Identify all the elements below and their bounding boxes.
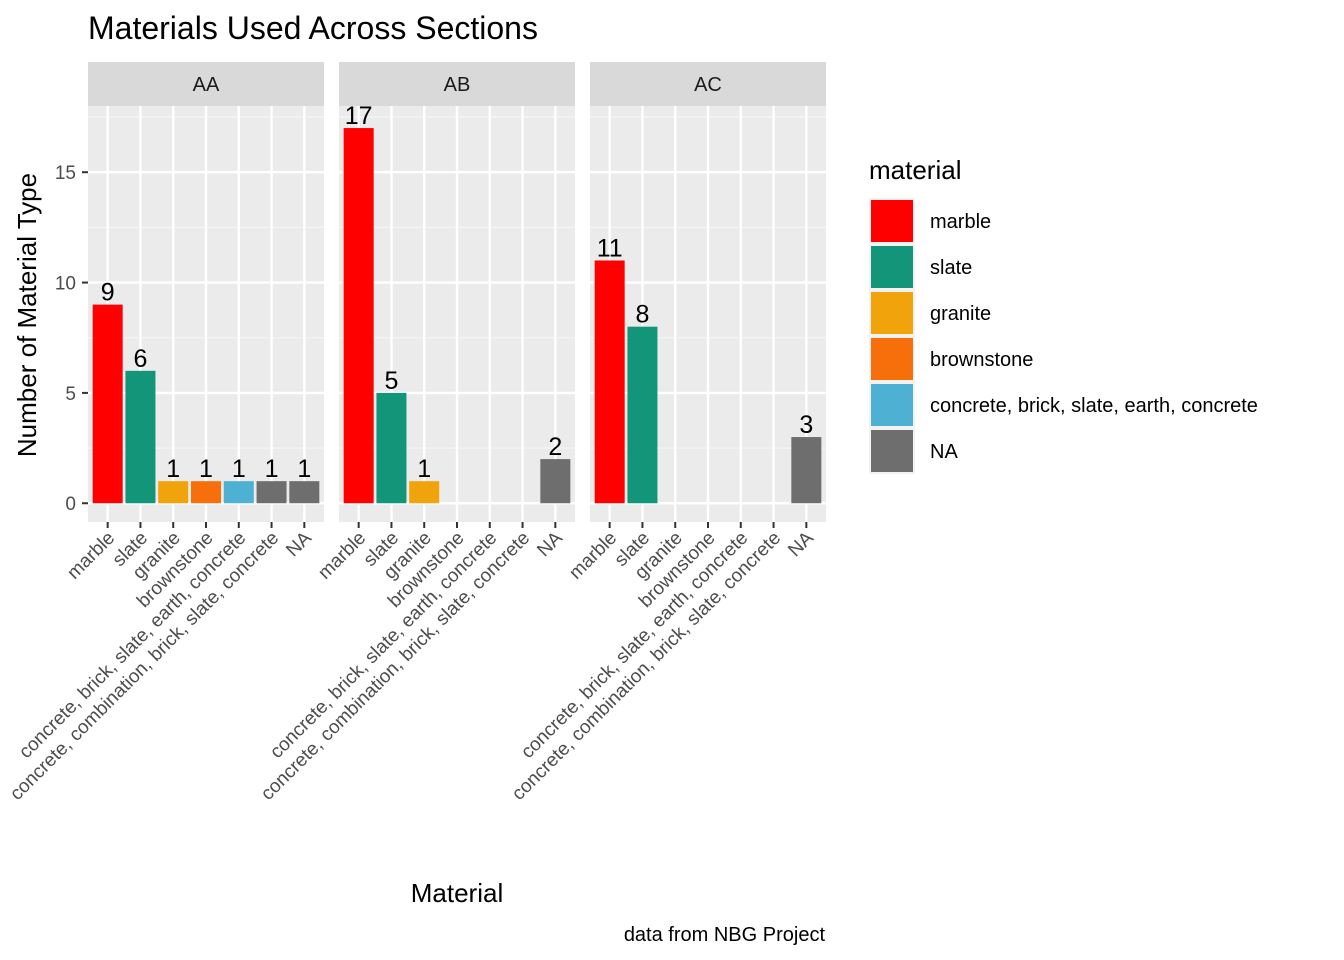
- bar-AA-concrete-combination-brick-slate-concrete: [256, 481, 287, 504]
- legend-entry-label: granite: [930, 303, 991, 325]
- x-tick-label: NA: [784, 527, 818, 561]
- legend-entry-label: NA: [930, 441, 958, 463]
- bar-value-label: 5: [384, 367, 398, 395]
- bar-value-label: 1: [199, 455, 213, 483]
- bar-AA-slate: [125, 370, 156, 504]
- bar-value-label: 3: [799, 411, 813, 439]
- y-tick-label: 10: [55, 274, 76, 295]
- bar-AA-concrete-brick-slate-earth-concrete: [223, 481, 254, 504]
- bar-value-label: 1: [417, 455, 431, 483]
- x-tick-label: NA: [533, 527, 567, 561]
- bar-value-label: 1: [166, 455, 180, 483]
- chart-title: Materials Used Across Sections: [88, 10, 538, 46]
- y-axis-title: Number of Material Type: [12, 173, 42, 457]
- bar-AB-granite: [409, 481, 440, 504]
- bar-AA-marble: [92, 304, 123, 504]
- bar-AA-na: [289, 481, 320, 504]
- legend-key-swatch: [871, 200, 913, 242]
- bar-AA-brownstone: [191, 481, 221, 504]
- y-tick-label: 5: [65, 384, 76, 405]
- legend: material marble slate granite brownstone con…: [869, 155, 1258, 474]
- y-tick-label: 15: [55, 163, 76, 184]
- bar-value-label: 1: [232, 455, 246, 483]
- x-tick-label: concrete, brick, slate, earth, concrete: [517, 528, 752, 763]
- bar-value-label: 17: [345, 102, 373, 130]
- x-tick-label: NA: [282, 527, 316, 561]
- y-tick-label: 0: [65, 494, 76, 515]
- legend-entry-label: brownstone: [930, 349, 1033, 371]
- bar-value-label: 1: [297, 455, 311, 483]
- legend-key-swatch: [871, 338, 913, 380]
- facet-strip-label: AA: [193, 74, 220, 96]
- bar-AC-slate: [627, 326, 658, 504]
- x-tick-label: concrete, brick, slate, earth, concrete: [15, 528, 250, 763]
- bar-value-label: 9: [101, 279, 115, 307]
- bar-value-label: 1: [265, 455, 279, 483]
- facet-strip-label: AC: [694, 74, 722, 96]
- legend-title: material: [869, 155, 961, 185]
- caption: data from NBG Project: [624, 924, 826, 946]
- legend-key-swatch: [871, 430, 913, 472]
- legend-key-swatch: [871, 292, 913, 334]
- bar-AA-granite: [158, 481, 189, 504]
- legend-key-swatch: [871, 384, 913, 426]
- legend-entry-label: concrete, brick, slate, earth, concrete: [930, 395, 1258, 417]
- legend-key-swatch: [871, 246, 913, 288]
- x-tick-label: concrete, brick, slate, earth, concrete: [266, 528, 501, 763]
- facet-strip: [88, 62, 324, 106]
- bar-AB-marble: [343, 128, 374, 504]
- facet-strip-label: AB: [444, 74, 471, 96]
- bar-value-label: 8: [635, 301, 649, 329]
- bar-AB-slate: [376, 392, 407, 504]
- legend-entry-label: marble: [930, 211, 991, 233]
- facet-strip: [590, 62, 826, 106]
- bar-AB-na: [540, 459, 571, 504]
- bar-value-label: 11: [597, 234, 623, 262]
- bar-value-label: 6: [133, 345, 147, 373]
- bar-value-label: 2: [548, 433, 562, 461]
- legend-entry-label: slate: [930, 257, 972, 279]
- bar-AC-marble: [594, 260, 625, 504]
- bar-AC-na: [791, 437, 822, 504]
- x-axis-title: Material: [411, 878, 503, 908]
- facet-strip: [339, 62, 575, 106]
